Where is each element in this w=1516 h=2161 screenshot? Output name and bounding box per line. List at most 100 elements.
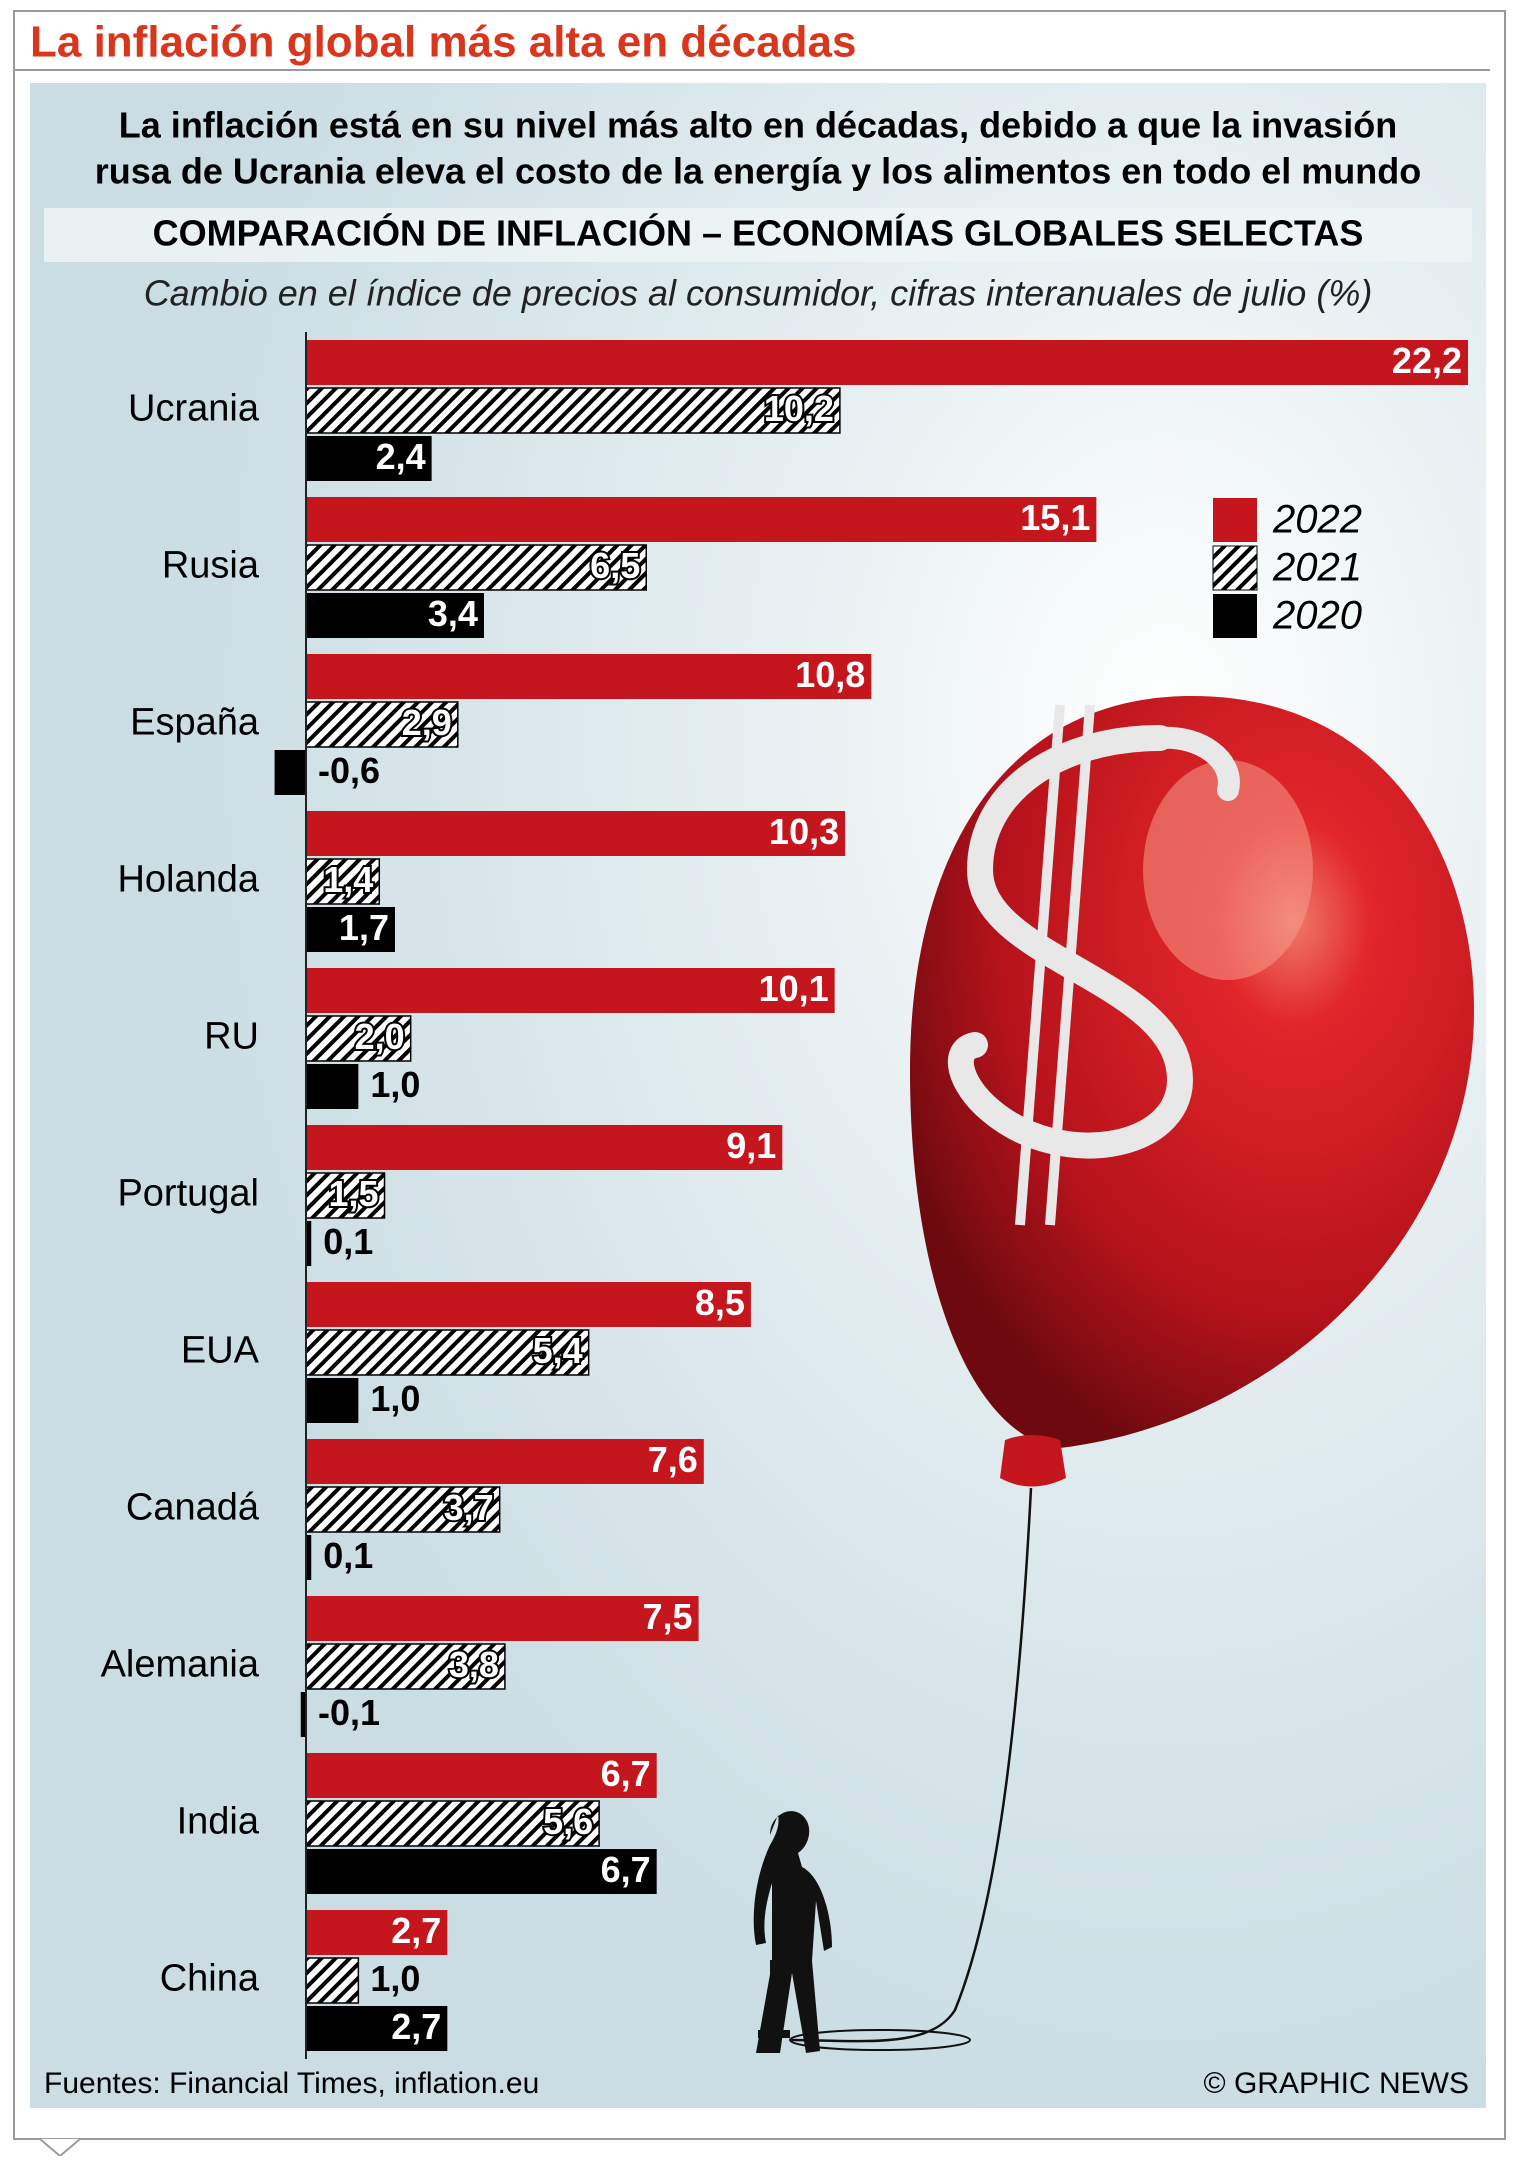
pump-base <box>758 2030 790 2038</box>
value-label: 1,7 <box>339 907 389 948</box>
bar <box>306 1064 359 1109</box>
pointer <box>39 2138 81 2158</box>
heading-band <box>44 208 1472 262</box>
heading: COMPARACIÓN DE INFLACIÓN – ECONOMÍAS GLO… <box>153 212 1364 254</box>
bar <box>305 1486 501 1533</box>
bar <box>300 1692 306 1737</box>
value-label: 1,4 <box>323 859 373 900</box>
bar <box>306 2006 448 2051</box>
title: La inflación global más alta en décadas <box>30 18 856 67</box>
dollar-sign <box>947 725 1194 1159</box>
bar <box>305 1957 360 2004</box>
value-label: 6,5 <box>590 545 640 586</box>
value-label: 1,0 <box>370 1958 420 1999</box>
value-label: 3,8 <box>449 1644 499 1685</box>
source: Fuentes: Financial Times, inflation.eu <box>44 2067 539 2100</box>
balloon-illustration <box>753 696 1474 2053</box>
bar <box>305 701 459 748</box>
value-label: 7,5 <box>643 1596 693 1637</box>
bar <box>306 497 1097 542</box>
bar <box>305 1172 386 1219</box>
bar <box>306 907 395 952</box>
category-label: Canadá <box>126 1487 260 1529</box>
value-label: 2,7 <box>391 2006 441 2047</box>
value-label: 1,0 <box>370 1378 420 1419</box>
value-label: 5,4 <box>533 1330 583 1371</box>
bar <box>305 544 647 591</box>
value-label: 2,9 <box>402 702 452 743</box>
bar <box>306 1753 657 1798</box>
value-label: -0,6 <box>318 750 380 791</box>
category-label: Ucrania <box>128 388 260 430</box>
pump <box>770 1960 778 2035</box>
legend-swatch <box>1213 498 1257 542</box>
legend-label: 2020 <box>1272 594 1362 638</box>
value-label: 2,4 <box>376 436 426 477</box>
category-label: España <box>130 702 260 744</box>
category-label: China <box>160 1958 260 2000</box>
value-label: 8,5 <box>695 1282 745 1323</box>
bar <box>274 750 306 795</box>
legend-swatch <box>1213 594 1257 638</box>
bar <box>305 387 841 434</box>
value-label: 0,1 <box>323 1221 373 1262</box>
bar <box>305 1015 412 1062</box>
value-label: 2,0 <box>355 1016 405 1057</box>
value-label: 10,3 <box>769 811 839 852</box>
subtitle: rusa de Ucrania eleva el costo de la ene… <box>95 151 1421 192</box>
category-label: Portugal <box>117 1173 259 1215</box>
value-label: 10,1 <box>759 968 829 1009</box>
highlight <box>1143 760 1313 980</box>
bar <box>306 1282 751 1327</box>
value-label: 7,6 <box>648 1439 698 1480</box>
value-label: 15,1 <box>1020 497 1090 538</box>
bar <box>306 654 872 699</box>
bar <box>306 1221 312 1266</box>
value-label: 6,7 <box>601 1849 651 1890</box>
value-label: 0,1 <box>323 1535 373 1576</box>
bar <box>305 858 381 905</box>
string <box>789 1487 1033 2043</box>
legend-label: 2022 <box>1272 498 1362 542</box>
category-label: Rusia <box>162 545 260 587</box>
bar <box>305 1643 506 1690</box>
string-coil <box>789 2029 971 2051</box>
value-label: 9,1 <box>726 1125 776 1166</box>
bar <box>306 436 432 481</box>
legend-swatch <box>1212 545 1258 591</box>
dollar-stroke <box>1015 704 1065 1226</box>
bar <box>306 1910 448 1955</box>
dollar-stroke <box>1045 704 1095 1226</box>
bar <box>306 1535 312 1580</box>
category-label: Holanda <box>117 859 259 901</box>
bar <box>306 811 846 856</box>
subtitle: La inflación está en su nivel más alto e… <box>119 105 1397 146</box>
category-label: India <box>177 1801 260 1843</box>
value-label: 1,5 <box>328 1173 378 1214</box>
bar <box>306 1378 359 1423</box>
value-label: 1,0 <box>370 1064 420 1105</box>
bar <box>306 968 835 1013</box>
category-label: Alemania <box>101 1644 260 1686</box>
bar <box>306 1439 704 1484</box>
category-label: RU <box>204 1016 259 1058</box>
bar <box>306 593 484 638</box>
value-label: 2,7 <box>391 1910 441 1951</box>
bar <box>306 1125 783 1170</box>
legend-label: 2021 <box>1272 546 1362 590</box>
axis-label: Cambio en el índice de precios al consum… <box>144 273 1373 314</box>
value-label: 5,6 <box>543 1801 593 1842</box>
bar <box>306 1849 657 1894</box>
balloon-knot <box>1000 1435 1066 1487</box>
value-label: 22,2 <box>1392 340 1462 381</box>
value-label: 10,2 <box>764 388 834 429</box>
value-label: 6,7 <box>601 1753 651 1794</box>
value-label: 10,8 <box>795 654 865 695</box>
category-label: EUA <box>181 1330 260 1372</box>
value-label: 3,4 <box>428 593 478 634</box>
value-label: 3,7 <box>444 1487 494 1528</box>
bar <box>305 1329 590 1376</box>
bar <box>306 340 1468 385</box>
value-label: -0,1 <box>318 1692 380 1733</box>
